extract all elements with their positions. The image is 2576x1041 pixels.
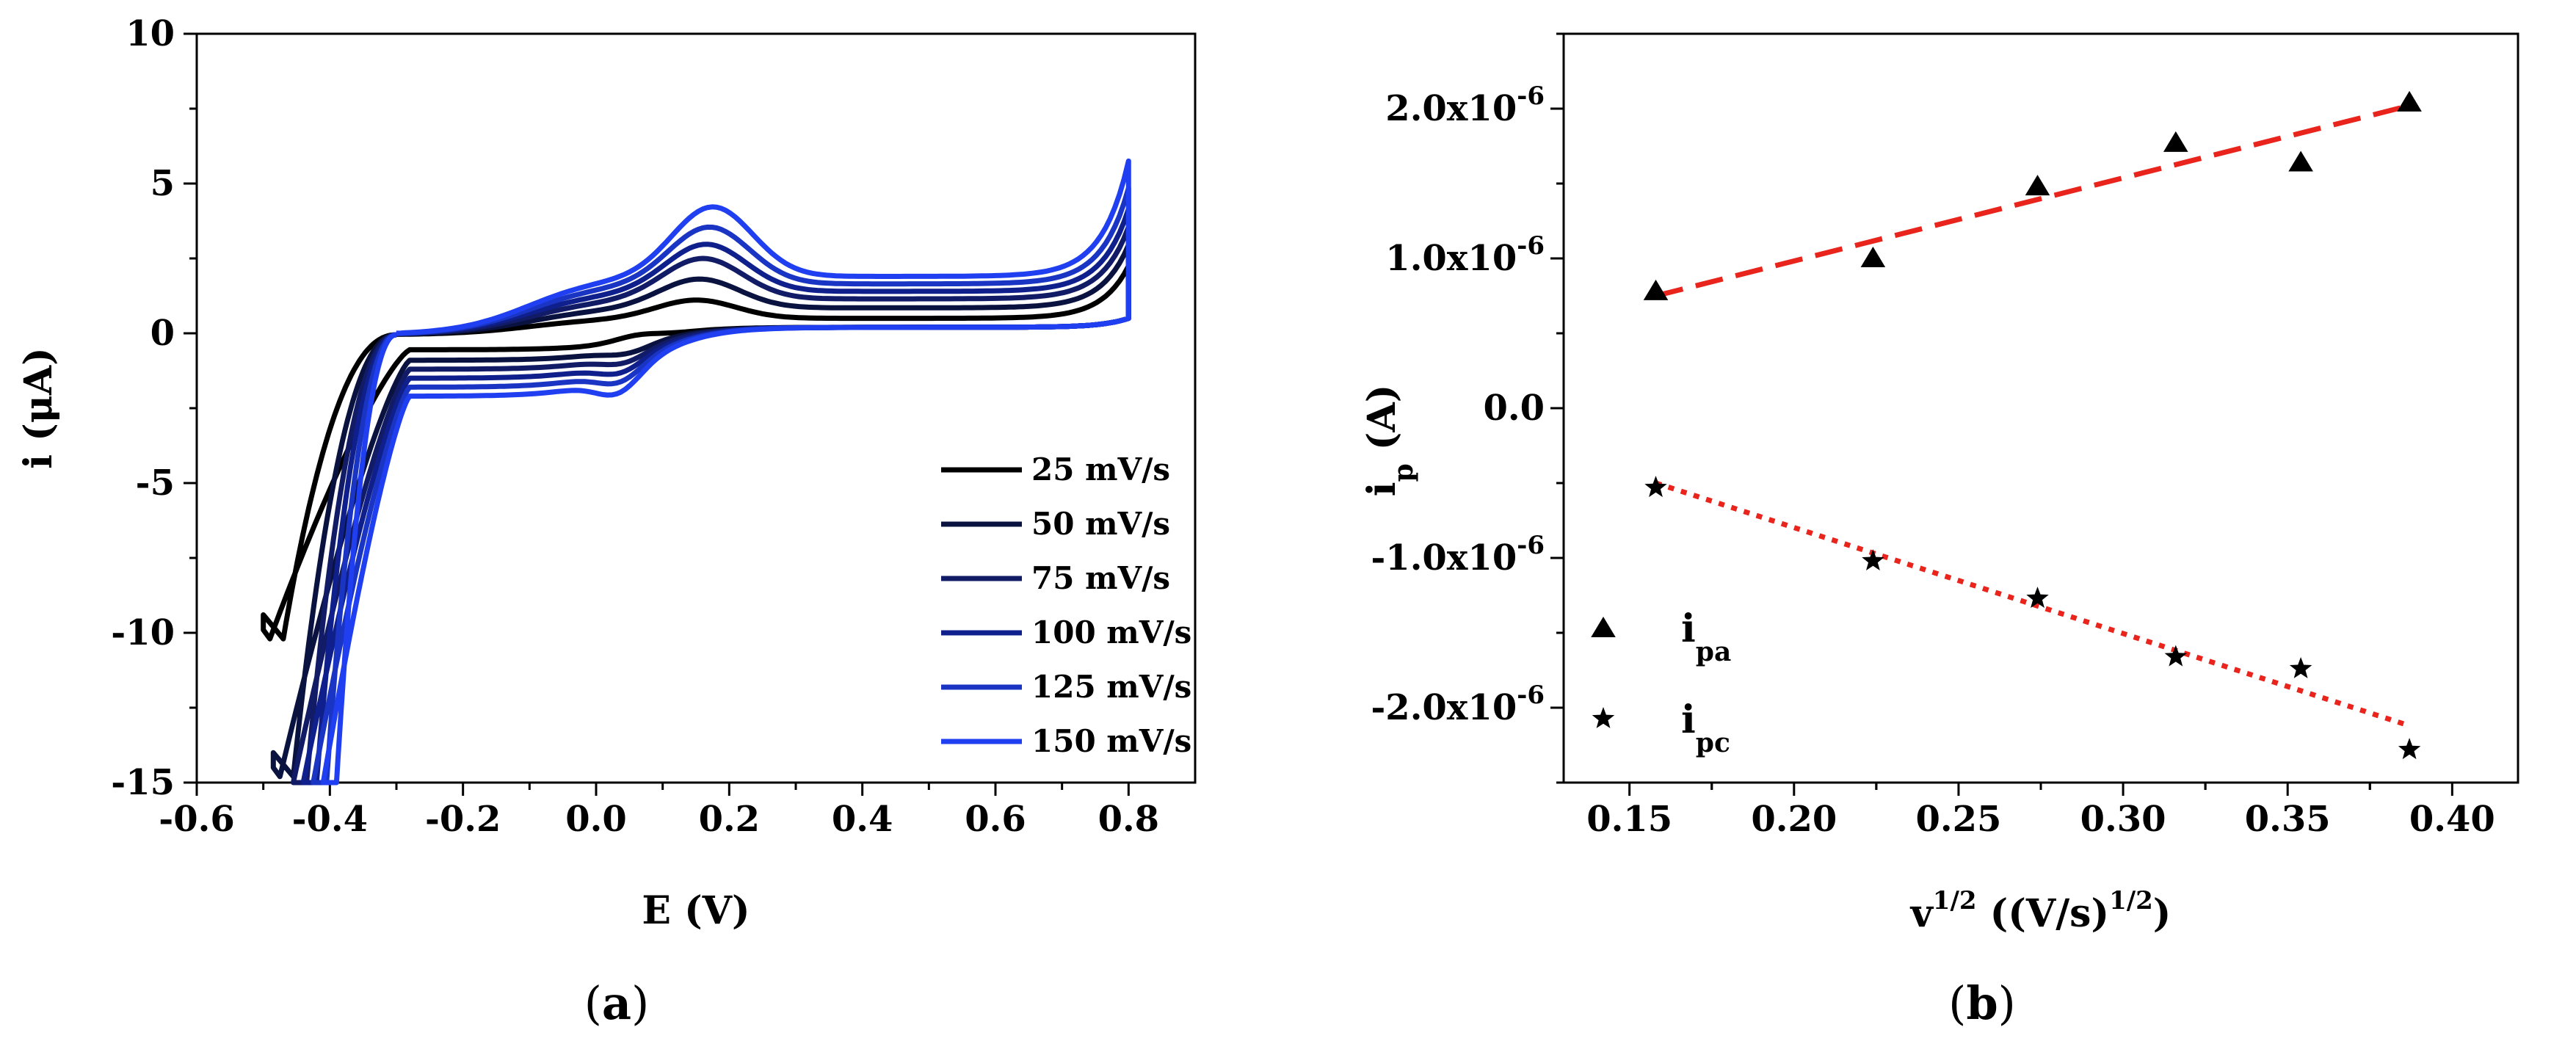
x-tick-label: 0.15	[1586, 799, 1672, 840]
legend-triangle-marker	[1591, 617, 1616, 637]
x-label-base: v	[1910, 891, 1934, 936]
x-tick-label: 0.20	[1751, 799, 1837, 840]
plot-a-x-ticks: -0.6 -0.4 -0.2 0.0 0.2 0.4 0.6 0.8	[159, 783, 1159, 840]
plot-b-fit-lines	[1655, 103, 2411, 728]
data-point-ipc	[1644, 476, 1667, 498]
legend-label: 150 mV/s	[1031, 723, 1191, 759]
plot-a-x-label: E (V)	[642, 888, 750, 933]
y-tick-label: 10	[126, 13, 175, 54]
y-label-base: i	[1360, 482, 1404, 497]
x-tick-label: 0.40	[2409, 799, 2495, 840]
legend-label: 50 mV/s	[1031, 506, 1170, 542]
data-point-ipa	[2163, 131, 2188, 152]
panel-b: 2.0x10-6 1.0x10-6 0.0 -1.0x10-6 -2.0x10-6 0.…	[1360, 32, 2519, 1030]
cv-curve	[320, 158, 1131, 786]
x-tick-label: -0.2	[425, 799, 501, 840]
plot-b-points	[1643, 90, 2422, 760]
legend-label: 75 mV/s	[1031, 560, 1170, 596]
cv-curve	[300, 206, 1131, 786]
plot-b-x-ticks: 0.15 0.20 0.25 0.30 0.35 0.40	[1586, 783, 2495, 840]
data-point-ipa	[1643, 279, 1669, 300]
legend-label: 100 mV/s	[1031, 614, 1191, 650]
plot-b-y-ticks: 2.0x10-6 1.0x10-6 0.0 -1.0x10-6 -2.0x10-6	[1371, 32, 1564, 784]
caption-b: (b)	[1948, 976, 2016, 1030]
data-point-ipc	[1862, 549, 1884, 570]
x-tick-label: -0.4	[292, 799, 368, 840]
data-point-ipc	[2026, 587, 2049, 608]
legend-label-ipa: ipa	[1681, 606, 1731, 667]
data-point-ipa	[2288, 150, 2313, 172]
data-point-ipc	[2164, 645, 2187, 667]
x-tick-label: 0.0	[565, 799, 627, 840]
x-label-exponent: 1/2	[1933, 886, 1977, 915]
caption-a: (a)	[584, 976, 650, 1030]
plot-b-x-label: v1/2 ((V/s)1/2)	[1910, 886, 2172, 936]
legend-label-ipc: ipc	[1681, 697, 1730, 758]
x-label-units-exponent: 1/2	[2109, 886, 2153, 915]
y-tick-exponent: -6	[1517, 681, 1545, 710]
legend-star-marker	[1592, 707, 1615, 728]
y-tick-label: -10	[111, 612, 175, 653]
x-label-units: ((V/s)	[1977, 891, 2110, 936]
y-tick-exponent: -6	[1517, 531, 1545, 560]
data-point-ipc	[2289, 657, 2312, 678]
y-tick-label: 2.0x10-6	[1385, 81, 1545, 129]
x-tick-label: 0.4	[832, 799, 893, 840]
y-tick-label: -15	[111, 762, 175, 803]
y-tick-label: 5	[150, 163, 175, 204]
y-tick-exponent: -6	[1517, 231, 1545, 261]
x-tick-label: 0.35	[2245, 799, 2331, 840]
y-tick-label: 0	[150, 313, 175, 354]
data-point-ipa	[2397, 90, 2422, 112]
cv-curve	[261, 263, 1131, 642]
data-point-ipa	[2025, 175, 2050, 196]
y-tick-label: -2.0x10-6	[1371, 681, 1545, 728]
y-tick-exponent: -6	[1517, 81, 1545, 111]
x-tick-label: 0.6	[965, 799, 1026, 840]
y-label-subscript: p	[1388, 463, 1419, 482]
y-tick-label: -1.0x10-6	[1371, 531, 1545, 578]
plot-b-legend: ipa ipc	[1591, 606, 1731, 758]
legend-label: 125 mV/s	[1031, 669, 1191, 705]
x-tick-label: 0.2	[699, 799, 761, 840]
plot-a-curves	[261, 158, 1131, 786]
fit-line	[1655, 103, 2410, 299]
x-label-close: )	[2153, 891, 2172, 936]
plot-a-y-label: i (μA)	[16, 347, 61, 468]
plot-a-y-ticks: 10 5 0 -5 -10 -15	[111, 13, 197, 803]
caption-a-letter: a	[602, 976, 631, 1030]
caption-b-letter: b	[1966, 976, 1998, 1030]
legend-subscript: pc	[1696, 728, 1730, 758]
x-tick-label: -0.6	[159, 799, 234, 840]
plot-b-frame	[1562, 32, 2519, 784]
data-point-ipa	[1860, 247, 1886, 267]
y-tick-label: 1.0x10-6	[1385, 231, 1545, 279]
legend-subscript: pa	[1696, 636, 1732, 667]
y-tick-label: 0.0	[1483, 388, 1545, 429]
x-tick-label: 0.8	[1098, 799, 1160, 840]
y-label-units: (A)	[1360, 385, 1404, 464]
x-tick-label: 0.25	[1915, 799, 2001, 840]
plot-a-legend: 25 mV/s 50 mV/s 75 mV/s 100 mV/s 125 mV/s 150…	[941, 451, 1191, 759]
data-point-ipc	[2398, 738, 2421, 760]
x-tick-label: 0.30	[2080, 799, 2166, 840]
panel-a: 10 5 0 -5 -10 -15 -0.6 -0.4 -0.2 0.0 0.2 0.4 0.6 0.8…	[16, 13, 1197, 1030]
y-tick-label: -5	[136, 463, 175, 504]
cv-curve	[291, 224, 1131, 786]
plot-b-y-label: ip (A)	[1360, 385, 1419, 497]
legend-label: 25 mV/s	[1031, 451, 1170, 487]
